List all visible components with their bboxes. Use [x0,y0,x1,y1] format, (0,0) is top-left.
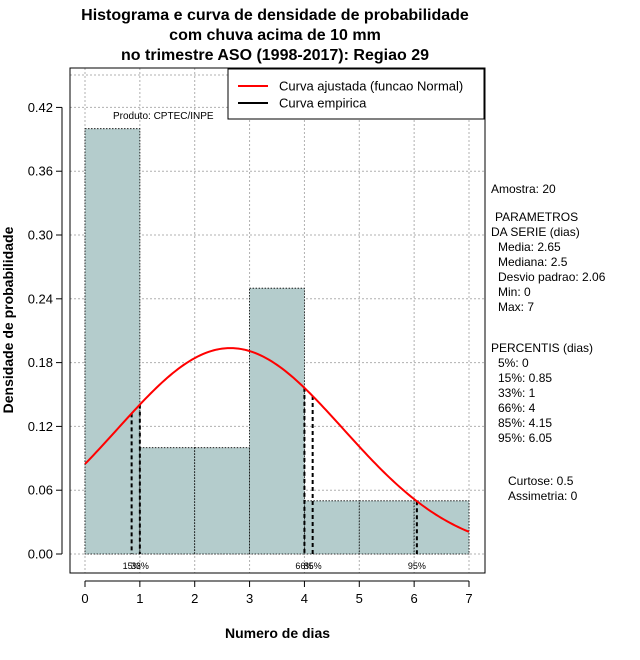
histogram-bar-2 [194,447,250,555]
y-tick-label-3: 0.18 [28,355,53,370]
histogram-bar-0 [84,128,141,555]
y-tick-label-5: 0.30 [28,228,53,243]
y-tick-label-7: 0.42 [28,100,53,115]
stat-mediana: Mediana: 2.5 [498,255,568,269]
stat-p15: 15%: 0.85 [498,371,553,385]
stat-p66: 66%: 4 [498,401,536,415]
stat-parametros-title-1: PARAMETROS [495,210,579,224]
y-tick-label-2: 0.12 [28,419,53,434]
stat-parametros-title-2: DA SERIE (dias) [491,225,580,239]
stat-max: Max: 7 [498,300,535,314]
stat-min: Min: 0 [498,285,531,299]
x-tick-label-0: 0 [81,591,88,606]
percentile-label-0: 15% [123,561,141,571]
legend-box [227,68,485,120]
histogram-bar-1 [139,447,196,555]
histogram-bar-5 [358,500,415,555]
y-tick-label-1: 0.06 [28,483,53,498]
x-tick-label-1: 1 [136,591,143,606]
legend-label-empirica: Curva empirica [279,96,367,111]
x-tick-label-7: 7 [465,591,472,606]
stat-media: Media: 2.65 [498,240,561,254]
chart-title-line-1: Histograma e curva de densidade de proba… [81,7,469,24]
y-tick-label-0: 0.00 [28,547,53,562]
stat-assimetria: Assimetria: 0 [508,489,578,503]
x-tick-label-4: 4 [301,591,308,606]
stat-p5: 5%: 0 [498,356,529,370]
y-axis: 0.00 0.06 0.12 0.18 0.24 0.30 0.36 0.42 [28,100,63,562]
x-tick-label-6: 6 [411,591,418,606]
histogram-bars [84,128,470,555]
stat-curtose: Curtose: 0.5 [508,474,574,488]
x-tick-label-5: 5 [356,591,363,606]
stat-p95: 95%: 6.05 [498,431,553,445]
y-tick-label-6: 0.36 [28,164,53,179]
percentile-label-4: 95% [408,561,426,571]
percentile-label-3: 85% [304,561,322,571]
normal-curve-line [84,347,470,533]
y-tick-label-4: 0.24 [28,291,53,306]
x-axis-label: Numero de dias [225,625,330,641]
plot-frame [69,67,486,574]
x-tick-label-2: 2 [191,591,198,606]
chart-title-line-2: com chuva acima de 10 mm [169,27,381,44]
product-annotation: Produto: CPTEC/INPE [113,111,214,122]
percentile-markers: 15%33% 66%85% 95% [123,387,426,571]
x-axis: 0 1 2 3 4 5 6 7 [81,580,473,606]
legend-label-normal: Curva ajustada (funcao Normal) [279,79,463,94]
stat-desvio: Desvio padrao: 2.06 [498,270,606,284]
stat-p33: 33%: 1 [498,386,536,400]
percentile-label-1: 33% [131,561,149,571]
histogram-bar-3 [249,287,305,555]
y-axis-label: Densidade de probabilidade [0,226,16,413]
legend: Curva ajustada (funcao Normal) Curva emp… [227,68,485,120]
chart-title-line-3: no trimestre ASO (1998-2017): Regiao 29 [121,47,429,64]
stat-percentis-title: PERCENTIS (dias) [491,341,594,355]
x-tick-label-3: 3 [246,591,253,606]
percentile-label-2: 66% [295,561,313,571]
stat-amostra: Amostra: 20 [491,182,556,196]
stat-p85: 85%: 4.15 [498,416,553,430]
